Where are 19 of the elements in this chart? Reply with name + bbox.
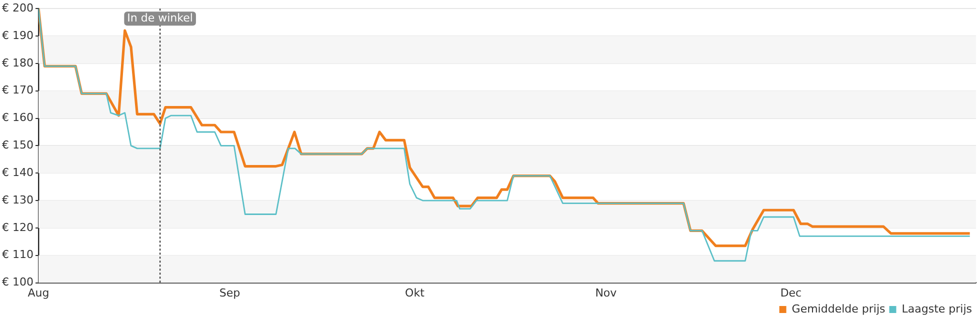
x-tick-label: Okt	[405, 286, 426, 300]
ref-line-label: In de winkel	[127, 11, 193, 24]
y-tick-label: € 200	[2, 1, 34, 14]
y-tick-label: € 110	[2, 248, 34, 262]
y-tick-label: € 160	[2, 111, 34, 124]
x-tick-label: Dec	[780, 286, 802, 300]
y-tick-label: € 170	[2, 84, 34, 97]
x-tick-label: Aug	[28, 286, 50, 300]
y-tick-label: € 120	[2, 220, 34, 234]
y-tick-label: € 140	[2, 166, 34, 179]
y-tick-label: € 100	[2, 276, 34, 289]
legend-label: Gemiddelde prijs	[792, 302, 886, 316]
y-tick-label: € 150	[2, 138, 34, 152]
x-tick-label: Sep	[219, 286, 240, 300]
y-tick-label: € 190	[2, 28, 34, 42]
legend-label: Laagste prijs	[902, 302, 972, 316]
y-tick-label: € 130	[2, 193, 34, 206]
y-tick-label: € 180	[2, 56, 34, 70]
x-tick-label: Nov	[595, 286, 618, 300]
